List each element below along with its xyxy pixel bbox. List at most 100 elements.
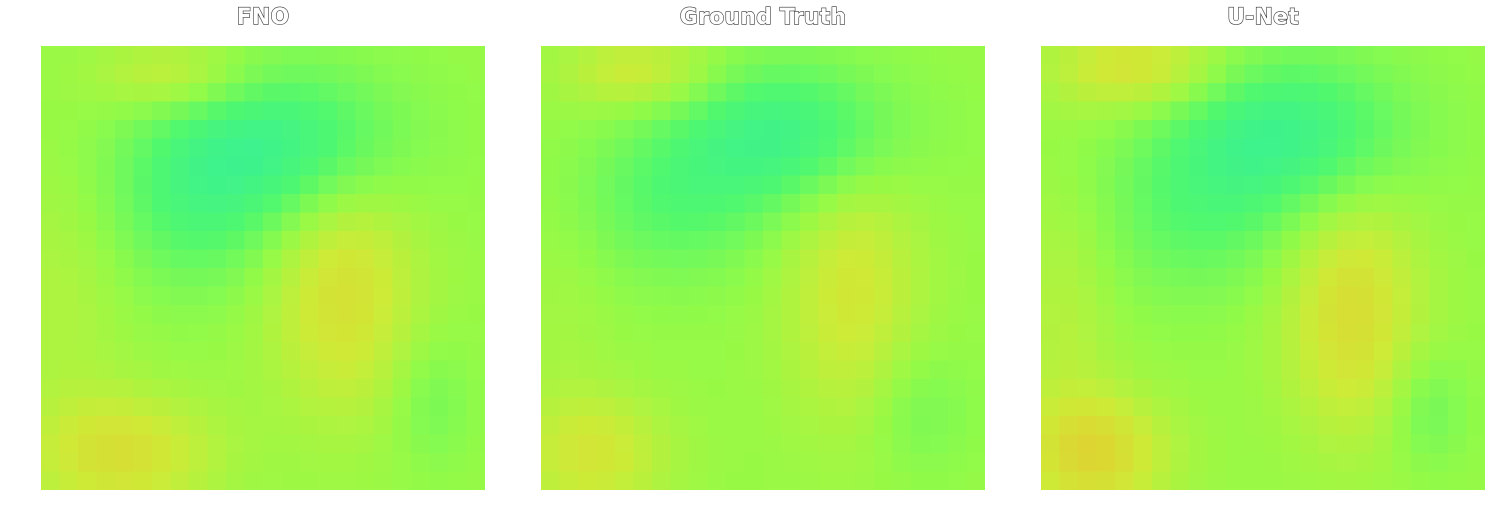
heatmap-cell (152, 434, 172, 454)
heatmap-cell (1263, 101, 1283, 121)
heatmap-cell (818, 175, 838, 195)
heatmap-cell (744, 157, 764, 177)
heatmap-cell (263, 101, 283, 121)
heatmap-cell (392, 323, 412, 343)
heatmap-cell (855, 157, 875, 177)
heatmap-cell (652, 157, 672, 177)
heatmap-cell (1429, 231, 1449, 251)
heatmap-cell (1133, 379, 1153, 399)
heatmap-cell (1115, 101, 1135, 121)
heatmap-cell (689, 101, 709, 121)
heatmap-cell (1207, 305, 1227, 325)
heatmap-cell (115, 323, 135, 343)
heatmap-cell (1263, 305, 1283, 325)
heatmap-cell (596, 323, 616, 343)
heatmap-cell (429, 231, 449, 251)
heatmap-cell (1133, 101, 1153, 121)
heatmap-cell (1041, 231, 1061, 251)
heatmap-cell (189, 342, 209, 362)
heatmap-cell (911, 397, 931, 417)
heatmap-cell (596, 175, 616, 195)
heatmap-cell (466, 194, 485, 214)
heatmap-cell (466, 46, 485, 66)
heatmap-cell (133, 157, 153, 177)
heatmap-cell (1429, 101, 1449, 121)
heatmap-cell (1466, 360, 1485, 380)
heatmap-cell (337, 453, 357, 473)
heatmap-cell (448, 175, 468, 195)
heatmap-cell (892, 138, 912, 158)
heatmap-cell (744, 46, 764, 66)
heatmap-cell (1263, 194, 1283, 214)
heatmap-cell (411, 157, 431, 177)
heatmap-cell (596, 434, 616, 454)
heatmap-cell (1133, 323, 1153, 343)
heatmap-cell (855, 46, 875, 66)
heatmap-cell (1318, 323, 1338, 343)
heatmap-cell (1448, 305, 1468, 325)
heatmap-cell (966, 194, 985, 214)
heatmap-cell (596, 157, 616, 177)
heatmap-cell (1133, 305, 1153, 325)
heatmap-cell (1355, 175, 1375, 195)
heatmap-cell (1078, 46, 1098, 66)
heatmap-cell (726, 471, 746, 490)
heatmap-cell (41, 249, 61, 269)
heatmap-cell (1152, 286, 1172, 306)
heatmap-cell (818, 471, 838, 490)
heatmap-cell (152, 194, 172, 214)
heatmap-cell (559, 194, 579, 214)
heatmap-cell (1096, 416, 1116, 436)
heatmap-cell (374, 46, 394, 66)
heatmap-cell (1263, 471, 1283, 490)
heatmap-cell (615, 46, 635, 66)
heatmap-cell (263, 342, 283, 362)
heatmap-cell (466, 249, 485, 269)
heatmap-cell (207, 268, 227, 288)
heatmap-cell (1170, 101, 1190, 121)
heatmap-cell (781, 416, 801, 436)
heatmap-cell (1263, 286, 1283, 306)
panel-title: FNO (236, 4, 290, 30)
panel-fno: FNO (41, 0, 485, 490)
heatmap-cell (1429, 175, 1449, 195)
heatmap-cell (355, 471, 375, 490)
heatmap-cell (892, 305, 912, 325)
heatmap-cell (244, 138, 264, 158)
heatmap-cell (411, 453, 431, 473)
heatmap-cell (96, 120, 116, 140)
heatmap-cell (1115, 194, 1135, 214)
heatmap-cell (207, 342, 227, 362)
heatmap-cell (1096, 471, 1116, 490)
heatmap-cell (855, 212, 875, 232)
heatmap-cell (337, 120, 357, 140)
heatmap-cell (133, 231, 153, 251)
heatmap-cell (1244, 212, 1264, 232)
heatmap-cell (1115, 471, 1135, 490)
heatmap-cell (466, 305, 485, 325)
heatmap-cell (559, 342, 579, 362)
heatmap-cell (1189, 323, 1209, 343)
heatmap-cell (615, 175, 635, 195)
heatmap-cell (355, 194, 375, 214)
heatmap-cell (281, 249, 301, 269)
heatmap-cell (152, 101, 172, 121)
heatmap-cell (448, 397, 468, 417)
heatmap-cell (1041, 434, 1061, 454)
heatmap-cell (763, 249, 783, 269)
heatmap-cell (41, 286, 61, 306)
heatmap-cell (355, 212, 375, 232)
heatmap-cell (948, 379, 968, 399)
heatmap-cell (1281, 268, 1301, 288)
heatmap-cell (763, 434, 783, 454)
heatmap-cell (1041, 471, 1061, 490)
heatmap-cell (300, 175, 320, 195)
heatmap-cell (263, 305, 283, 325)
heatmap-cell (1078, 360, 1098, 380)
heatmap-cell (929, 286, 949, 306)
heatmap-cell (318, 101, 338, 121)
heatmap-cell (41, 175, 61, 195)
heatmap-cell (115, 342, 135, 362)
heatmap-cell (559, 416, 579, 436)
heatmap-cell (1411, 138, 1431, 158)
